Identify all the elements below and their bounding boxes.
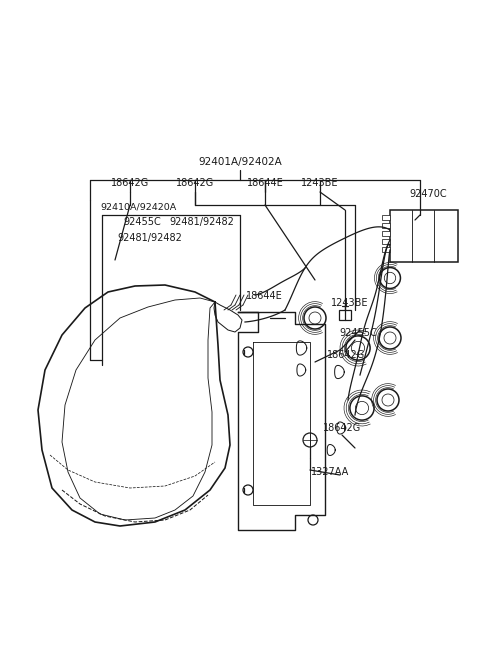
Text: 92455C: 92455C	[123, 217, 161, 227]
Bar	[390, 210, 458, 262]
Text: 1243BE: 1243BE	[331, 298, 369, 308]
Text: 1243BE: 1243BE	[301, 178, 339, 188]
Text: 18642G: 18642G	[327, 350, 365, 360]
Text: 92455C: 92455C	[339, 328, 377, 338]
Bar	[382, 231, 390, 236]
Text: 92470C: 92470C	[409, 189, 447, 199]
Text: 18642G: 18642G	[176, 178, 214, 188]
Bar	[339, 310, 351, 320]
Text: 1327AA: 1327AA	[311, 467, 349, 477]
Bar	[382, 223, 390, 228]
Bar	[382, 215, 390, 220]
Bar	[382, 239, 390, 244]
Bar	[382, 247, 390, 252]
Text: 92481/92482: 92481/92482	[169, 217, 234, 227]
Text: 18644E: 18644E	[246, 291, 282, 301]
Text: 92481/92482: 92481/92482	[118, 233, 182, 243]
Text: 92410A/92420A: 92410A/92420A	[100, 202, 176, 212]
Text: 18642G: 18642G	[111, 178, 149, 188]
Text: 92401A/92402A: 92401A/92402A	[198, 157, 282, 167]
Text: 18644E: 18644E	[247, 178, 283, 188]
Text: 18642G: 18642G	[323, 423, 361, 433]
